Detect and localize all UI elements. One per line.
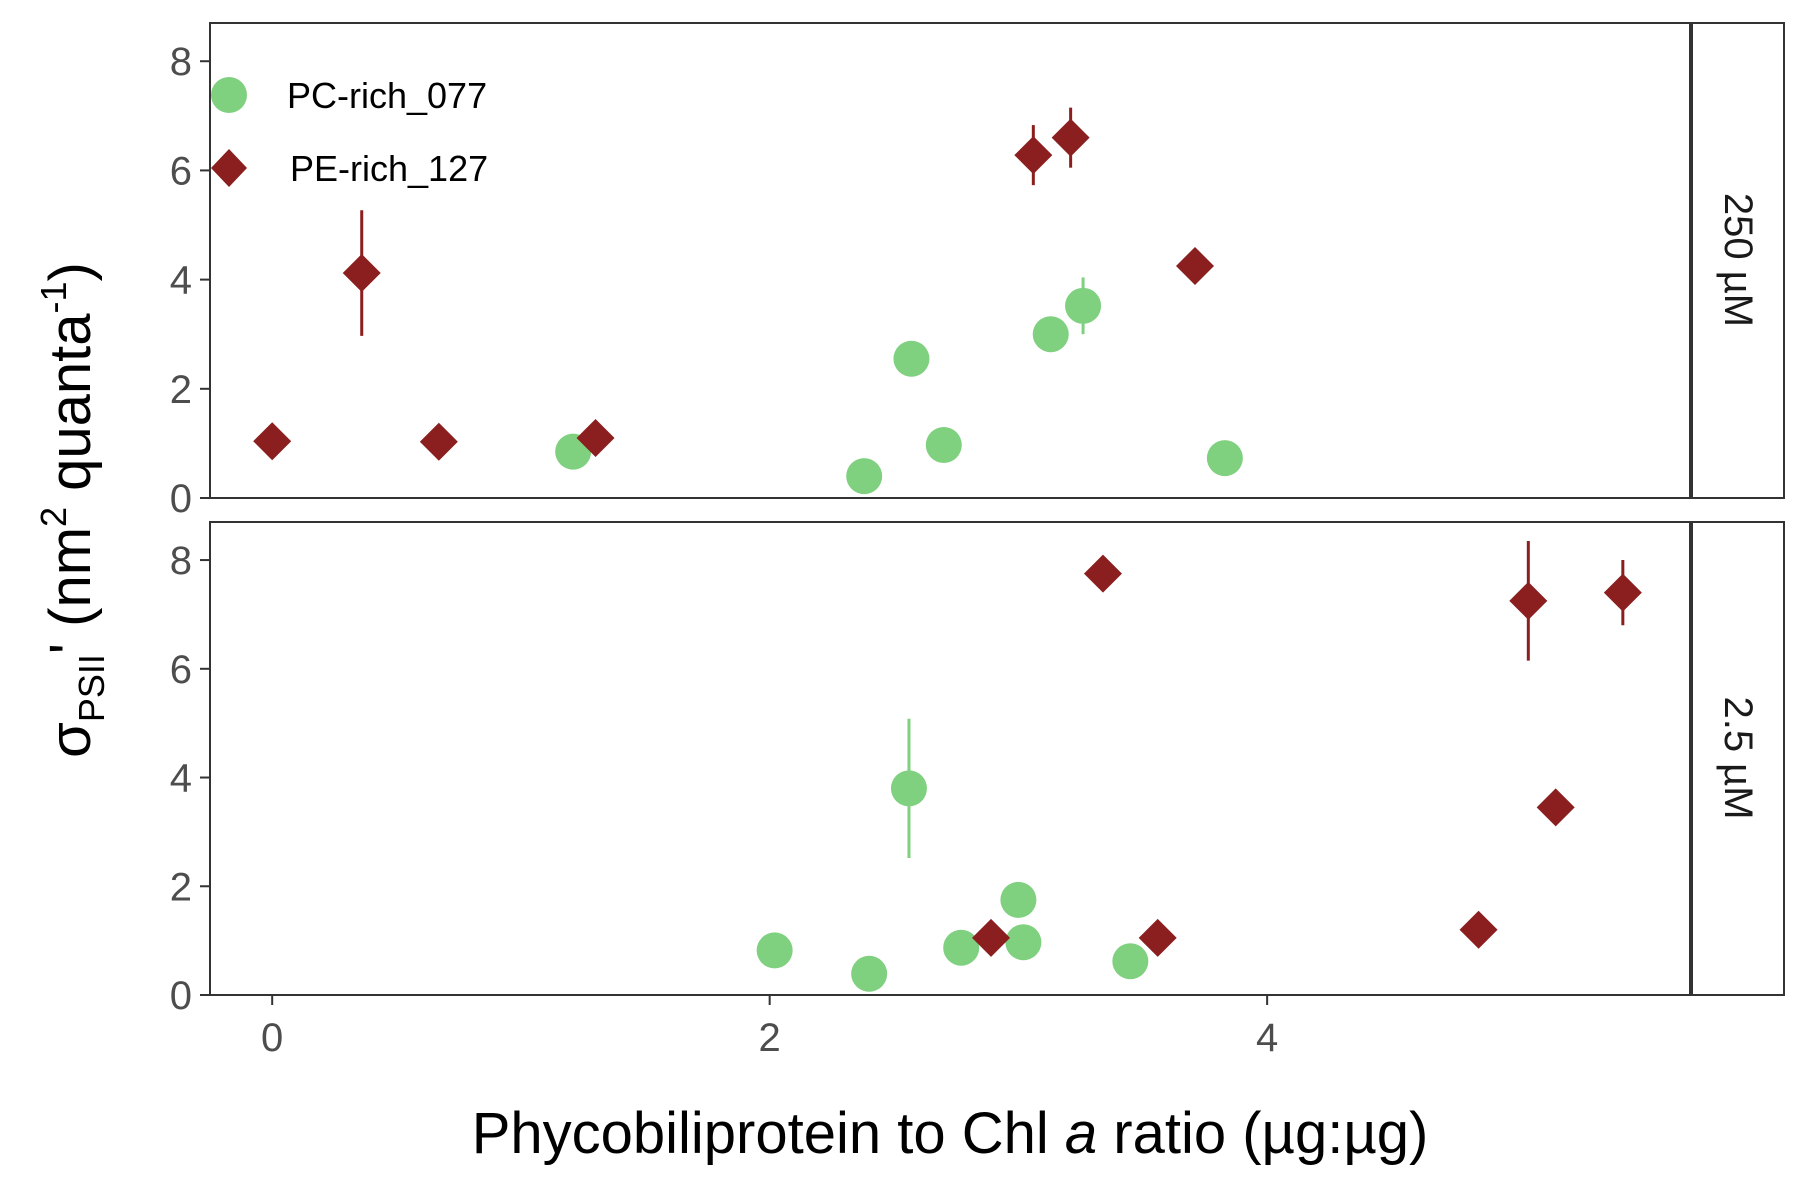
- y-axis-title-unit-open: (nm: [38, 527, 103, 643]
- y-axis-title-unit-mid: quanta: [38, 313, 103, 507]
- point-top-pe-rich-127-6: [1176, 246, 1215, 285]
- point-top-pe-rich-127-1: [342, 254, 381, 293]
- y-tick-label-top-8: 8: [170, 40, 192, 84]
- y-axis-title-unit-sup: 2: [33, 507, 74, 527]
- y-tick-label-bottom-6: 6: [170, 648, 192, 692]
- point-bottom-pc-rich-077-5: [1005, 924, 1042, 961]
- y-tick-label-bottom-2: 2: [170, 865, 192, 909]
- point-top-pe-rich-127-5: [1051, 118, 1090, 157]
- y-tick-label-bottom-0: 0: [170, 974, 192, 1018]
- y-tick-label-top-6: 6: [170, 149, 192, 193]
- strip-background-bottom: [1692, 522, 1784, 995]
- y-axis-title-prime: ': [38, 643, 103, 654]
- point-top-pe-rich-127-4: [1014, 136, 1053, 175]
- panel-background-bottom: [210, 522, 1690, 995]
- point-top-pe-rich-127-3: [576, 418, 615, 457]
- point-top-pc-rich-077-2: [893, 340, 930, 377]
- point-bottom-pe-rich-127-4: [1509, 581, 1548, 620]
- point-top-pe-rich-127-0: [253, 422, 292, 461]
- legend-label-pc-rich-077: PC-rich_077: [287, 75, 487, 116]
- point-bottom-pc-rich-077-0: [756, 932, 793, 969]
- y-tick-label-top-0: 0: [170, 477, 192, 521]
- y-tick-label-bottom-8: 8: [170, 539, 192, 583]
- panel-background-top: [210, 23, 1690, 498]
- point-top-pe-rich-127-2: [419, 422, 458, 461]
- legend-key-pe-rich-127: [211, 149, 247, 187]
- x-axis-title-prefix: Phycobiliprotein to Chl: [472, 1101, 1065, 1166]
- point-bottom-pe-rich-127-6: [1603, 573, 1642, 612]
- point-top-pc-rich-077-1: [846, 458, 883, 495]
- y-axis-title-sigma: σ: [38, 722, 103, 758]
- x-axis: 0 2 4: [261, 995, 1278, 1060]
- strip-label-bottom: 2.5 µM: [1716, 696, 1760, 819]
- x-tick-label-0: 0: [261, 1016, 283, 1060]
- point-top-pc-rich-077-5: [1065, 287, 1102, 324]
- strip-border-top: [1691, 22, 1785, 499]
- y-axis-title: σPSII' (nm2 quanta-1): [33, 262, 112, 758]
- legend-key-pc-rich-077: [211, 77, 247, 113]
- y-axis-title-unit-close: ): [38, 262, 103, 281]
- x-tick-label-4: 4: [1256, 1016, 1278, 1060]
- point-bottom-pe-rich-127-5: [1536, 788, 1575, 827]
- point-bottom-pe-rich-127-3: [1459, 910, 1498, 949]
- point-bottom-pe-rich-127-1: [1083, 554, 1122, 593]
- y-tick-label-top-2: 2: [170, 368, 192, 412]
- point-top-pc-rich-077-6: [1206, 440, 1243, 477]
- y-axis-title-unit-sup2: -1: [33, 281, 74, 313]
- x-axis-title-italic: a: [1065, 1101, 1097, 1166]
- x-axis-title-suffix: ratio (µg:µg): [1097, 1101, 1428, 1166]
- x-axis-title: Phycobiliprotein to Chl a ratio (µg:µg): [472, 1101, 1429, 1166]
- point-bottom-pe-rich-127-0: [972, 918, 1011, 957]
- strip-background-top: [1692, 23, 1784, 498]
- y-tick-label-top-4: 4: [170, 259, 192, 303]
- point-bottom-pc-rich-077-4: [1000, 881, 1037, 918]
- point-bottom-pe-rich-127-2: [1138, 918, 1177, 957]
- y-axis-title-subscript: PSII: [71, 654, 112, 722]
- legend-label-pe-rich-127: PE-rich_127: [290, 148, 488, 189]
- panel-border-top: [209, 22, 1691, 499]
- x-tick-label-2: 2: [759, 1016, 781, 1060]
- strip-label-top: 250 µM: [1716, 193, 1760, 327]
- point-top-pc-rich-077-4: [1032, 316, 1069, 353]
- point-bottom-pc-rich-077-6: [1112, 943, 1149, 980]
- point-top-pc-rich-077-3: [925, 427, 962, 464]
- point-bottom-pc-rich-077-3: [943, 929, 980, 966]
- panel-border-bottom: [209, 521, 1691, 996]
- y-axis-bottom: 0 2 4 6 8: [170, 539, 210, 1018]
- point-bottom-pc-rich-077-2: [890, 770, 927, 807]
- y-axis-top: 0 2 4 6 8: [170, 40, 210, 521]
- point-bottom-pc-rich-077-1: [851, 955, 888, 992]
- y-tick-label-bottom-4: 4: [170, 757, 192, 801]
- strip-border-bottom: [1691, 521, 1785, 996]
- panel-top-marks: [253, 107, 1243, 495]
- legend: PC-rich_077 PE-rich_127: [211, 75, 488, 189]
- panel-bottom-marks: [756, 541, 1642, 992]
